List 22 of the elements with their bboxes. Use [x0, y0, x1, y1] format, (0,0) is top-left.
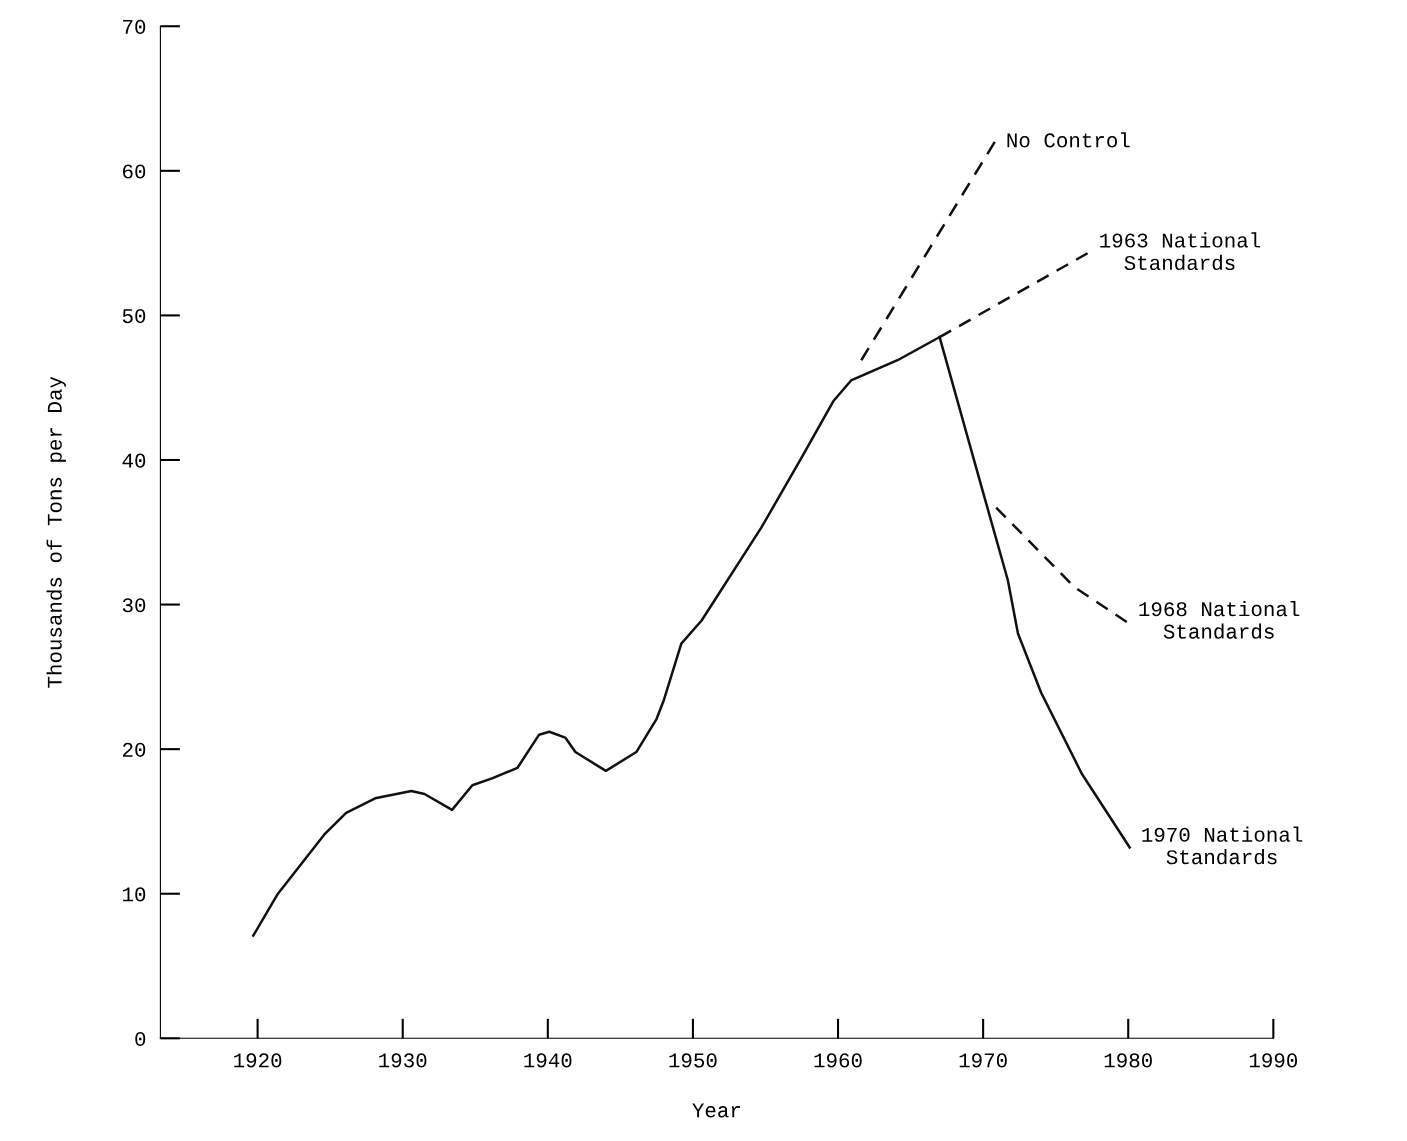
series-label: 1968 National Standards: [1139, 600, 1300, 639]
y-axis-title: Thousands of Tons per Day: [46, 376, 66, 688]
y-tick-label: 0: [135, 1031, 146, 1047]
x-tick-label: 1960: [814, 1053, 862, 1068]
y-tick-label: 10: [123, 887, 146, 902]
x-tick-label: 1990: [1249, 1053, 1298, 1068]
x-tick-label: 1980: [1104, 1053, 1152, 1068]
x-axis-title: Year: [692, 1103, 740, 1118]
x-tick-label: 1970: [959, 1053, 1007, 1068]
x-tick-label: 1920: [234, 1053, 282, 1068]
x-tick-label: 1930: [379, 1053, 427, 1068]
series-label: 1970 National Standards: [1142, 826, 1303, 865]
y-tick-label: 30: [122, 598, 146, 613]
y-tick-label: 40: [122, 453, 146, 468]
y-tick-label: 20: [122, 742, 146, 757]
series-label: No Control: [1007, 132, 1130, 148]
series-label: 1963 National Standards: [1100, 232, 1261, 271]
y-tick-label: 50: [122, 309, 146, 324]
y-tick-label: 60: [123, 164, 146, 179]
x-tick-label: 1940: [524, 1053, 572, 1068]
x-tick-label: 1950: [669, 1053, 717, 1068]
y-tick-label: 70: [123, 19, 146, 34]
